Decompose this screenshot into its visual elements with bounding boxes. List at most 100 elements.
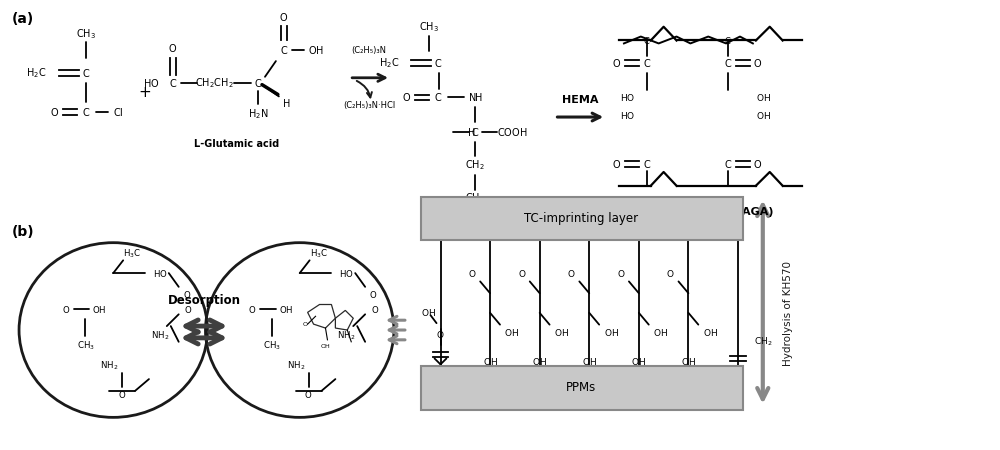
Text: $\mathregular{C}$: $\mathregular{C}$ [169, 76, 177, 89]
Text: $\mathregular{H_2C}$: $\mathregular{H_2C}$ [26, 66, 47, 80]
Text: $\mathregular{OH}$: $\mathregular{OH}$ [504, 327, 519, 338]
Text: $\mathregular{OH}$: $\mathregular{OH}$ [681, 356, 696, 367]
Text: $\mathregular{CH_3}$: $\mathregular{CH_3}$ [77, 339, 94, 352]
Text: $\mathregular{NH_2}$: $\mathregular{NH_2}$ [287, 359, 305, 372]
Text: $\mathregular{C}$: $\mathregular{C}$ [82, 67, 91, 79]
FancyArrowPatch shape [352, 74, 385, 81]
Text: $\mathregular{NH_2}$: $\mathregular{NH_2}$ [337, 330, 355, 342]
Text: $\mathregular{O}$: $\mathregular{O}$ [753, 57, 762, 69]
Text: $\mathregular{OH}$: $\mathregular{OH}$ [582, 356, 597, 367]
Text: $\mathregular{C}$: $\mathregular{C}$ [724, 57, 732, 69]
Text: $\mathregular{C}$: $\mathregular{C}$ [471, 126, 479, 138]
FancyArrowPatch shape [186, 320, 222, 332]
Text: $\mathregular{OH}$: $\mathregular{OH}$ [92, 304, 107, 315]
Text: $\mathregular{CH_2}$: $\mathregular{CH_2}$ [465, 158, 485, 172]
Text: $\mathregular{HO}$: $\mathregular{HO}$ [620, 109, 635, 121]
Text: $\mathregular{NH_2}$: $\mathregular{NH_2}$ [100, 359, 118, 372]
Text: $\mathregular{O}$: $\mathregular{O}$ [168, 42, 177, 54]
Text: $\mathregular{OH}$: $\mathregular{OH}$ [756, 92, 771, 103]
Text: $\mathregular{C}$: $\mathregular{C}$ [434, 91, 443, 104]
Bar [421, 197, 743, 240]
Text: (C₂H₅)₃N·HCl: (C₂H₅)₃N·HCl [343, 101, 395, 110]
Text: HEMA: HEMA [562, 95, 599, 105]
Text: Hydrolysis of KH570: Hydrolysis of KH570 [783, 261, 793, 366]
Text: TC-imprinting layer: TC-imprinting layer [524, 212, 638, 225]
Text: $\mathregular{NH_2}$: $\mathregular{NH_2}$ [151, 330, 169, 342]
Text: $\mathregular{O}$: $\mathregular{O}$ [436, 329, 445, 341]
Text: $\mathregular{O}$: $\mathregular{O}$ [304, 389, 313, 400]
Text: $\mathregular{CH_3}$: $\mathregular{CH_3}$ [263, 339, 281, 352]
Text: $\mathregular{OH}$: $\mathregular{OH}$ [320, 342, 331, 350]
Text: $\mathregular{CH_2}$: $\mathregular{CH_2}$ [465, 192, 485, 205]
Text: $\mathregular{C}$: $\mathregular{C}$ [434, 57, 443, 69]
Text: $\mathregular{HO}$: $\mathregular{HO}$ [339, 268, 354, 279]
FancyArrowPatch shape [757, 205, 768, 399]
Text: $\mathregular{C}$: $\mathregular{C}$ [643, 158, 651, 170]
Text: $\mathregular{O}$: $\mathregular{O}$ [371, 304, 379, 315]
Text: $\mathregular{HO}$: $\mathregular{HO}$ [620, 92, 635, 103]
Text: $\mathregular{H}$: $\mathregular{H}$ [467, 126, 475, 138]
Text: $\mathregular{CH_2CH_2}$: $\mathregular{CH_2CH_2}$ [195, 76, 234, 90]
Text: $\mathregular{OH}$: $\mathregular{OH}$ [703, 327, 718, 338]
Text: $\mathregular{HO}$: $\mathregular{HO}$ [153, 268, 168, 279]
Text: $\mathregular{H_3C}$: $\mathregular{H_3C}$ [123, 247, 141, 260]
Text: $\mathregular{O}$: $\mathregular{O}$ [118, 389, 126, 400]
Text: $\mathregular{OH}$: $\mathregular{OH}$ [279, 304, 293, 315]
Text: $\mathregular{OH}$: $\mathregular{OH}$ [631, 356, 646, 367]
Text: $\mathregular{O}$: $\mathregular{O}$ [402, 91, 411, 104]
Text: $\mathregular{O}$: $\mathregular{O}$ [62, 304, 70, 315]
Text: $\mathregular{OH}$: $\mathregular{OH}$ [532, 356, 547, 367]
FancyArrowPatch shape [389, 336, 405, 344]
Text: Poly(HEMA-MAGA): Poly(HEMA-MAGA) [658, 207, 774, 217]
Text: $\mathregular{OH}$: $\mathregular{OH}$ [483, 356, 498, 367]
Text: $\mathregular{O}$: $\mathregular{O}$ [184, 304, 193, 315]
Text: $\mathregular{CH_2}$: $\mathregular{CH_2}$ [754, 336, 772, 348]
Text: $\mathregular{C}$: $\mathregular{C}$ [254, 76, 262, 89]
Text: $\mathregular{O}$: $\mathregular{O}$ [50, 106, 59, 118]
Text: $\mathregular{COOH}$: $\mathregular{COOH}$ [497, 126, 527, 138]
Text: $\mathregular{O}$: $\mathregular{O}$ [518, 268, 526, 279]
Text: (C₂H₅)₃N: (C₂H₅)₃N [352, 46, 387, 55]
Text: $\mathregular{O}$: $\mathregular{O}$ [302, 320, 309, 328]
Text: $\mathregular{O}$: $\mathregular{O}$ [567, 268, 576, 279]
Text: $\mathregular{Cl}$: $\mathregular{Cl}$ [113, 106, 124, 118]
Text: $\mathregular{H}$: $\mathregular{H}$ [282, 97, 290, 109]
Text: $\mathregular{OH}$: $\mathregular{OH}$ [756, 109, 771, 121]
Text: $\mathregular{HO}$: $\mathregular{HO}$ [143, 76, 160, 89]
Text: L-Glutamic acid: L-Glutamic acid [194, 139, 279, 148]
Text: (b): (b) [12, 225, 35, 239]
Text: $\mathregular{COOH}$: $\mathregular{COOH}$ [460, 226, 490, 238]
Text: $\mathregular{O}$: $\mathregular{O}$ [617, 268, 625, 279]
Text: $\mathregular{O}$: $\mathregular{O}$ [666, 268, 675, 279]
Text: $\mathregular{O}$: $\mathregular{O}$ [612, 158, 622, 170]
FancyArrowPatch shape [389, 326, 405, 334]
Text: $\mathregular{O}$: $\mathregular{O}$ [612, 57, 622, 69]
Bar [421, 366, 743, 410]
Text: $\mathregular{C}$: $\mathregular{C}$ [643, 35, 650, 46]
Text: $\mathregular{H_2C}$: $\mathregular{H_2C}$ [379, 56, 399, 70]
Text: $+$: $+$ [138, 85, 152, 100]
Text: PPMs: PPMs [566, 382, 596, 395]
Text: $\mathregular{CH_3}$: $\mathregular{CH_3}$ [76, 27, 96, 40]
Text: $\mathregular{O}$: $\mathregular{O}$ [369, 289, 377, 300]
Text: $\mathregular{O}$: $\mathregular{O}$ [248, 304, 256, 315]
Text: $\mathregular{O}$: $\mathregular{O}$ [753, 158, 762, 170]
Text: $\mathregular{O}$: $\mathregular{O}$ [279, 11, 288, 23]
Text: $\mathregular{OH}$: $\mathregular{OH}$ [604, 327, 619, 338]
Text: $\mathregular{O}$: $\mathregular{O}$ [183, 289, 191, 300]
Text: $\mathregular{C}$: $\mathregular{C}$ [280, 44, 288, 56]
Text: $\mathregular{OH}$: $\mathregular{OH}$ [308, 44, 324, 56]
Text: $\mathregular{H_2N}$: $\mathregular{H_2N}$ [248, 107, 268, 121]
Text: $\mathregular{OH}$: $\mathregular{OH}$ [653, 327, 668, 338]
Text: $\mathregular{OH}$: $\mathregular{OH}$ [421, 307, 436, 318]
FancyArrowPatch shape [357, 81, 372, 98]
FancyArrowPatch shape [557, 113, 600, 121]
Text: $\mathregular{CH_3}$: $\mathregular{CH_3}$ [419, 20, 439, 34]
Text: $\mathregular{C}$: $\mathregular{C}$ [82, 106, 91, 118]
Text: $\mathregular{NH}$: $\mathregular{NH}$ [468, 91, 483, 104]
Text: $\mathregular{C}$: $\mathregular{C}$ [724, 158, 732, 170]
Text: (a): (a) [12, 12, 34, 26]
Text: $\mathregular{O}$: $\mathregular{O}$ [468, 268, 476, 279]
Text: $\mathregular{C}$: $\mathregular{C}$ [643, 57, 651, 69]
FancyArrowPatch shape [186, 332, 222, 344]
